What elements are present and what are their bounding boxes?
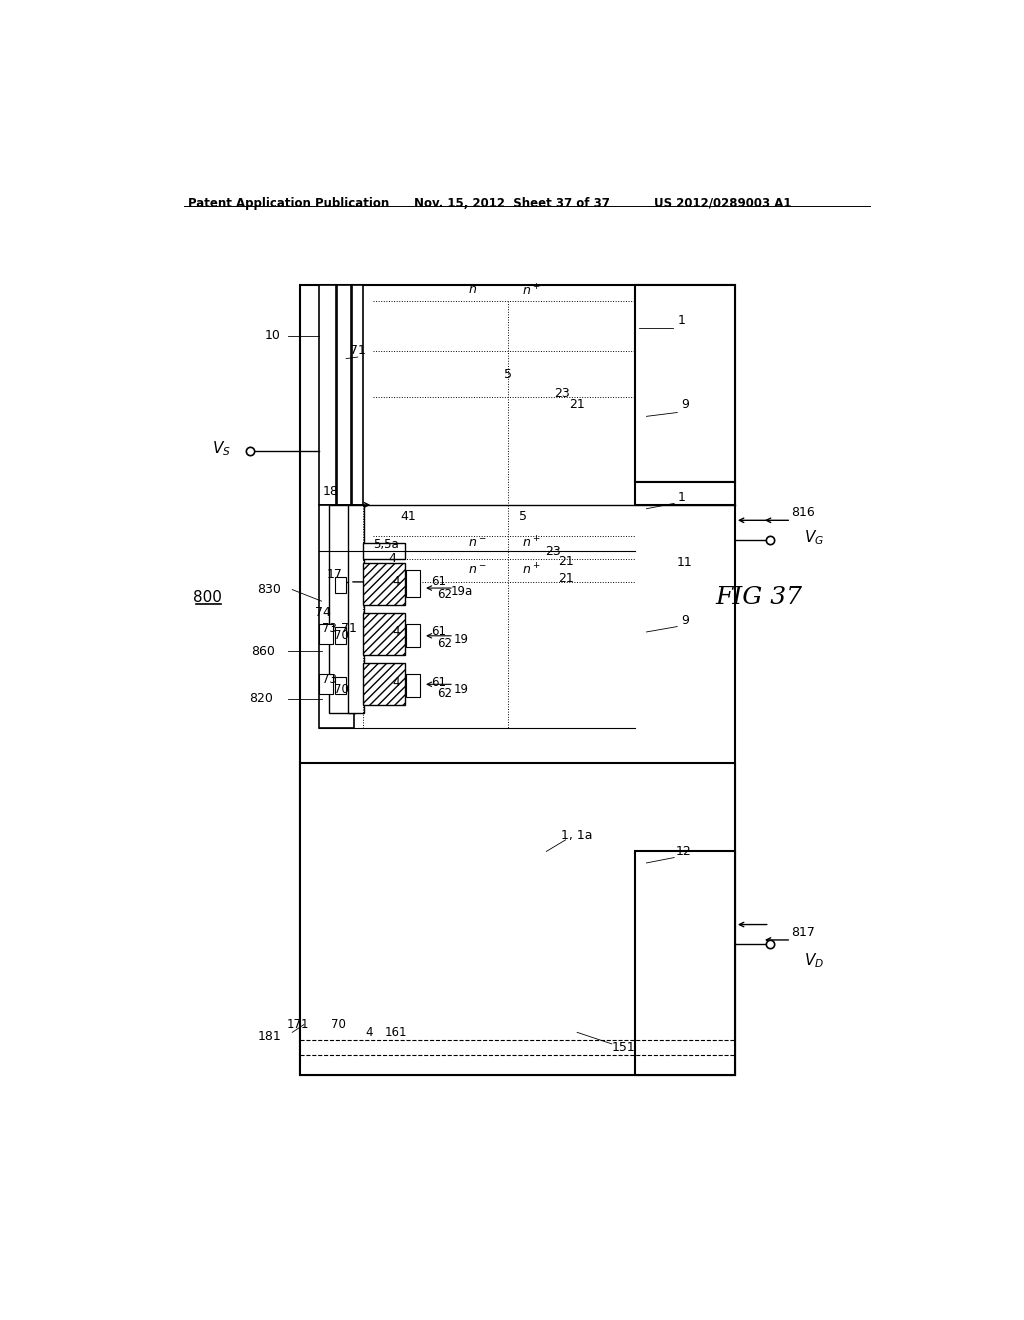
- Text: $V_S$: $V_S$: [212, 440, 230, 458]
- Text: 4: 4: [388, 552, 396, 565]
- Bar: [300, 285, 735, 1074]
- Bar: [335, 577, 346, 594]
- Text: 62: 62: [437, 587, 453, 601]
- Text: $n^-$: $n^-$: [468, 537, 486, 550]
- Text: 74: 74: [315, 606, 331, 619]
- Text: 5: 5: [519, 510, 527, 523]
- Text: 61: 61: [431, 676, 446, 689]
- Text: 19: 19: [455, 684, 469, 696]
- Text: 151: 151: [611, 1041, 635, 1055]
- Text: 4: 4: [392, 576, 400, 589]
- Text: 4: 4: [366, 1026, 373, 1039]
- Text: 860: 860: [251, 644, 274, 657]
- Text: $n^+$: $n^+$: [521, 562, 541, 578]
- Text: $V_D$: $V_D$: [804, 952, 824, 970]
- Text: 9: 9: [681, 399, 689, 412]
- Text: 18: 18: [323, 484, 339, 498]
- Bar: [364, 663, 406, 705]
- Text: FIG 37: FIG 37: [716, 586, 803, 609]
- Text: 161: 161: [385, 1026, 408, 1039]
- Text: 23: 23: [554, 387, 569, 400]
- Text: 11: 11: [677, 556, 693, 569]
- Text: 12: 12: [676, 845, 691, 858]
- Bar: [407, 624, 420, 647]
- Text: 41: 41: [400, 510, 416, 523]
- Text: 4: 4: [392, 676, 400, 689]
- Text: $V_G$: $V_G$: [804, 528, 824, 546]
- Text: Nov. 15, 2012  Sheet 37 of 37: Nov. 15, 2012 Sheet 37 of 37: [414, 197, 610, 210]
- Text: 817: 817: [792, 925, 815, 939]
- Bar: [407, 675, 420, 697]
- Text: 1: 1: [677, 491, 685, 504]
- Text: 171: 171: [287, 1018, 309, 1031]
- Text: 19: 19: [455, 634, 469, 647]
- Text: 800: 800: [194, 590, 222, 605]
- Bar: [300, 763, 735, 1074]
- Text: 21: 21: [558, 572, 573, 585]
- Text: 4: 4: [392, 626, 400, 639]
- Text: 9: 9: [681, 614, 689, 627]
- Bar: [407, 570, 420, 598]
- Text: 70: 70: [334, 684, 349, 696]
- Text: 62: 62: [437, 686, 453, 700]
- Text: 181: 181: [257, 1030, 281, 1043]
- Text: 1, 1a: 1, 1a: [561, 829, 593, 842]
- Text: 62: 62: [437, 638, 453, 649]
- Text: 61: 61: [431, 576, 446, 589]
- Text: 10: 10: [265, 329, 281, 342]
- Text: 21: 21: [569, 399, 585, 412]
- Bar: [319, 675, 333, 693]
- Text: 71: 71: [350, 345, 366, 358]
- Text: $n^-$: $n^-$: [468, 564, 486, 577]
- Bar: [319, 506, 354, 729]
- Text: $n^-$: $n^-$: [468, 284, 486, 297]
- Bar: [330, 506, 356, 713]
- Bar: [635, 482, 735, 506]
- Text: 5,5a: 5,5a: [374, 539, 399, 552]
- Bar: [319, 624, 333, 644]
- Text: 5: 5: [504, 367, 512, 380]
- Text: 73: 73: [322, 622, 337, 635]
- Text: 71: 71: [341, 622, 356, 635]
- Text: 70: 70: [334, 630, 349, 643]
- Bar: [635, 851, 735, 1074]
- Text: 73: 73: [322, 673, 337, 686]
- Text: 820: 820: [250, 693, 273, 705]
- Bar: [335, 627, 346, 644]
- Bar: [335, 677, 346, 693]
- Bar: [364, 612, 406, 655]
- Text: 61: 61: [431, 626, 446, 639]
- Text: 1: 1: [677, 314, 685, 326]
- Text: 23: 23: [545, 545, 560, 557]
- Bar: [635, 285, 735, 482]
- Text: 70: 70: [331, 1018, 346, 1031]
- Text: Patent Application Publication: Patent Application Publication: [188, 197, 389, 210]
- Bar: [348, 506, 364, 713]
- Text: 21: 21: [558, 554, 573, 568]
- Bar: [364, 544, 406, 558]
- Text: $n^+$: $n^+$: [521, 536, 541, 550]
- Text: 17: 17: [327, 568, 343, 581]
- Text: US 2012/0289003 A1: US 2012/0289003 A1: [654, 197, 792, 210]
- Text: 816: 816: [792, 506, 815, 519]
- Text: $n^+$: $n^+$: [521, 284, 541, 298]
- Bar: [364, 562, 406, 605]
- Bar: [351, 285, 364, 506]
- Bar: [337, 285, 351, 506]
- Bar: [319, 285, 336, 506]
- Text: 830: 830: [257, 583, 282, 597]
- Text: 19a: 19a: [451, 585, 473, 598]
